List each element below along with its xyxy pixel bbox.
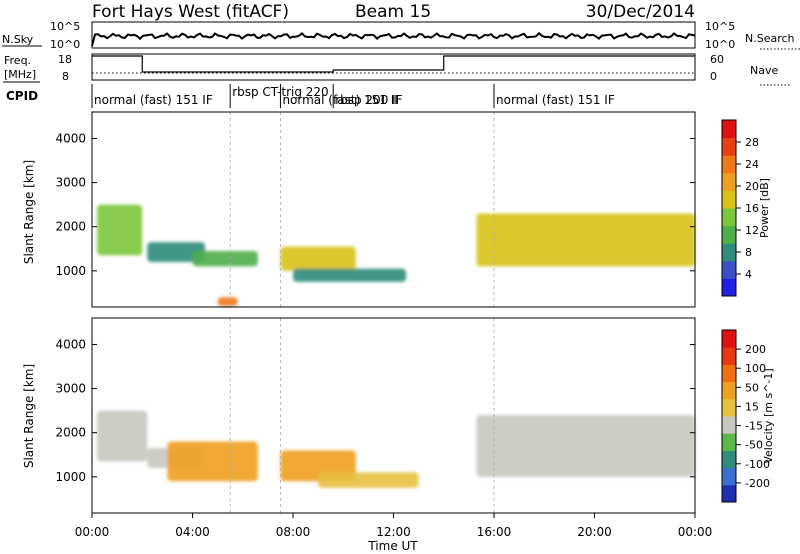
freq-tick-bottom: 8 (62, 70, 69, 83)
colorbar-swatch (722, 137, 736, 156)
power-ylabel: Slant Range [km] (22, 160, 36, 264)
cpid-segment-label: normal (fast) 151 IF (496, 93, 615, 107)
colorbar-tick-label: 16 (745, 202, 759, 215)
colorbar-swatch (722, 225, 736, 244)
velocity-panel: 1000 2000 3000 4000 Slant Range [km] (22, 317, 696, 514)
colorbar-swatch (722, 433, 736, 451)
beam-label: Beam 15 (355, 2, 431, 22)
colorbar-tick-label: -200 (745, 477, 770, 490)
time-axis: 00:00 04:00 08:00 12:00 16:00 20:00 00:00 (75, 513, 713, 539)
power-echo-region (476, 213, 695, 267)
noise-right-tick-bottom: 10^0 (705, 38, 735, 51)
cpid-segment-label: rbsp 200 IF (335, 93, 402, 107)
cpid-label: CPID (6, 89, 38, 103)
range-tick-label: 4000 (55, 337, 86, 351)
colorbar-swatch (722, 155, 736, 174)
colorbar-tick-label: 12 (745, 224, 759, 237)
time-tick-label: 12:00 (376, 525, 411, 539)
range-tick-label: 3000 (55, 382, 86, 396)
colorbar-swatch (722, 364, 736, 383)
colorbar-tick-label: -100 (745, 458, 770, 471)
colorbar-swatch (722, 278, 736, 297)
power-echo-region (293, 268, 407, 282)
colorbar-tick-label: 24 (745, 158, 759, 171)
colorbar-swatch (722, 416, 736, 434)
nave-tick-top: 60 (710, 53, 724, 66)
cpid-segment-label: normal (fast) 151 IF (94, 93, 213, 107)
colorbar-tick-label: -15 (745, 420, 763, 433)
freq-tick-top: 18 (58, 53, 72, 66)
time-tick-label: 16:00 (477, 525, 512, 539)
power-panel: 1000 2000 3000 4000 Slant Range [km] (22, 111, 696, 308)
colorbar-tick-label: 20 (745, 180, 759, 193)
frequency-panel: Freq. [MHz] 18 8 60 0 Nave (3, 53, 790, 86)
noise-search-label: N.Search (745, 32, 795, 45)
colorbar-swatch (722, 450, 736, 469)
range-tick-label: 2000 (55, 220, 86, 234)
colorbar-swatch (722, 172, 736, 191)
time-tick-label: 00:00 (75, 525, 110, 539)
power-echo-region (280, 246, 356, 271)
power-echo-region (147, 242, 206, 262)
cpid-segment-label: normal (fast) 151 IF (282, 93, 401, 107)
colorbar-tick-label: 28 (745, 136, 759, 149)
colorbar-swatch (722, 260, 736, 279)
nave-tick-bottom: 0 (710, 70, 717, 83)
time-tick-label: 08:00 (276, 525, 311, 539)
colorbar-tick-label: -50 (745, 439, 763, 452)
colorbar-swatch (722, 484, 736, 503)
noise-right-tick-top: 10^5 (705, 20, 735, 33)
noise-left-tick-top: 10^5 (50, 20, 80, 33)
colorbar-swatch (722, 243, 736, 262)
velocity-echo-region (97, 410, 148, 462)
noise-panel: N.Sky 10^5 10^0 10^5 10^0 N.Search (2, 20, 800, 51)
colorbar-swatch (722, 398, 736, 417)
colorbar-tick-label: 8 (745, 246, 752, 259)
power-echo-region (217, 297, 238, 307)
range-tick-label: 3000 (55, 176, 86, 190)
power-colorbar-label: Power [dB] (758, 178, 771, 238)
colorbar-tick-label: 15 (745, 400, 759, 413)
colorbar-swatch (722, 467, 736, 486)
station-title: Fort Hays West (fitACF) (92, 2, 289, 22)
freq-unit-label: [MHz] (4, 68, 36, 81)
nave-label: Nave (750, 64, 778, 77)
power-echo-region (192, 250, 258, 267)
date-label: 30/Dec/2014 (586, 2, 695, 22)
velocity-echo-region (167, 441, 258, 482)
noise-sky-label: N.Sky (2, 33, 34, 46)
colorbar-tick-label: 50 (745, 381, 759, 394)
colorbar-swatch (722, 347, 736, 365)
velocity-echo-region (318, 472, 419, 488)
colorbar-tick-label: 200 (745, 343, 766, 356)
range-tick-label: 1000 (55, 264, 86, 278)
time-tick-label: 00:00 (678, 525, 713, 539)
noise-left-tick-bottom: 10^0 (50, 38, 80, 51)
time-tick-label: 04:00 (175, 525, 210, 539)
time-axis-label: Time UT (367, 539, 418, 553)
colorbar-swatch (722, 120, 736, 139)
colorbar-swatch (722, 190, 736, 209)
time-tick-label: 20:00 (577, 525, 612, 539)
freq-label: Freq. (4, 54, 31, 67)
colorbar-swatch (722, 381, 736, 400)
range-tick-label: 2000 (55, 426, 86, 440)
colorbar-tick-label: 100 (745, 362, 766, 375)
power-colorbar: 4 8 12 16 20 24 28 Power [dB] (721, 119, 771, 297)
velocity-colorbar-label: Velocity [m s^-1] (762, 368, 775, 463)
colorbar-tick-label: 4 (745, 268, 752, 281)
range-tick-label: 1000 (55, 470, 86, 484)
velocity-echo-region (476, 415, 695, 477)
velocity-colorbar: -200 -100 -50 -15 15 50 100 200 Velocity [m s^-… (721, 329, 775, 503)
colorbar-swatch (722, 208, 736, 227)
velocity-ylabel: Slant Range [km] (22, 364, 36, 468)
colorbar-swatch (722, 330, 736, 348)
range-tick-label: 4000 (55, 131, 86, 145)
power-echo-region (97, 204, 143, 256)
